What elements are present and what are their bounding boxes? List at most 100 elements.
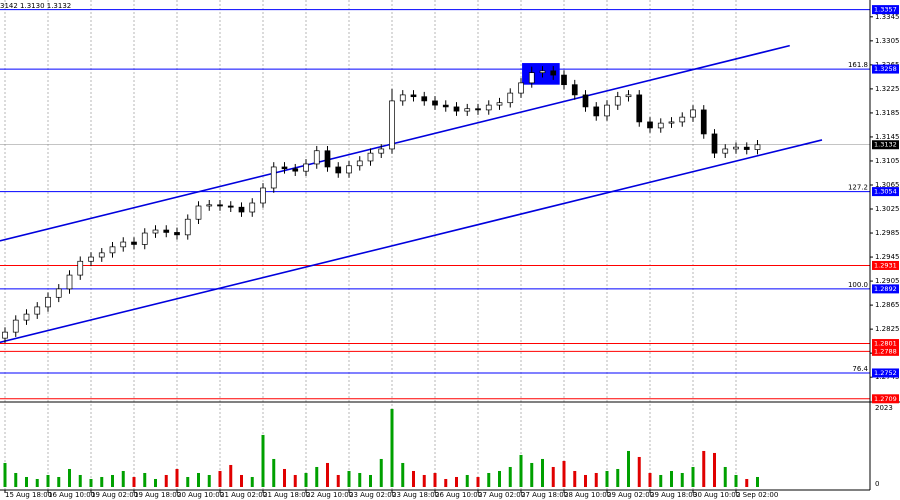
volume-bar [143,472,147,487]
volume-bar [336,474,340,487]
x-tick-label: 16 Aug 10:00 [48,491,95,499]
x-tick-label: 23 Aug 18:00 [392,491,439,499]
volume-bar [261,434,265,487]
candle-body [733,146,739,150]
x-tick-label: 23 Aug 02:00 [349,491,396,499]
volume-bar [573,470,577,487]
volume-bar [250,476,254,487]
candle-body [356,160,363,167]
candle-body [496,102,503,106]
candle-body [335,166,342,174]
volume-bar [627,450,630,487]
candle-body [399,94,406,102]
volume-bar [541,458,544,487]
candle-body [647,121,653,129]
volume-bar [594,472,598,487]
candle-body [593,106,600,117]
volume-bar [358,472,362,487]
level-value: 1.2752 [874,369,897,377]
candle-body [346,165,352,174]
volume-bar [379,458,383,487]
candle-body [743,146,750,150]
volume-bar [283,468,286,487]
candle-body [184,218,191,236]
candle-body [249,202,256,213]
volume-bar [498,470,501,487]
volume-bar [756,476,759,487]
candle-body [700,109,707,135]
volume-bar [422,474,426,487]
candle-body [657,122,664,129]
volume-bar [530,462,534,487]
level-value: 1.2788 [874,347,897,355]
candle-body [571,84,578,96]
fib-label: 161.8 [848,61,868,69]
level-box [872,346,899,356]
header-ohlc: 3142 1.3130 1.3132 [0,2,71,10]
level-value: 1.2892 [874,285,897,293]
volume-bar [229,464,233,487]
candle-body [582,94,589,108]
volume-bar [412,470,415,487]
volume-bar [315,466,319,487]
x-tick-label: 19 Aug 02:00 [91,491,138,499]
candle-body [410,94,417,98]
candle-body [625,94,632,98]
candle-body [2,331,8,339]
candle-body [475,108,481,111]
volume-bar [132,476,136,487]
volume-bar [734,474,738,487]
volume-bar [390,408,394,487]
level-value: 1.3054 [874,188,897,196]
volume-bar [702,450,706,487]
candles [2,66,761,343]
x-tick-label: 20 Aug 10:00 [177,491,224,499]
candle-body [367,152,374,162]
y-tick-label: 1.3065 [875,181,900,189]
volume-bar [89,478,93,487]
level-value: 1.3258 [874,65,897,73]
candle-body [260,187,266,204]
volume-bar [25,476,28,487]
volume-bar [455,476,458,487]
x-tick-label: 28 Aug 10:00 [564,491,611,499]
volume-bar [605,470,609,487]
volume-bar [519,454,523,487]
volume-bar [46,474,50,487]
candle-body [217,204,223,207]
x-tick-label: 15 Aug 18:00 [5,491,52,499]
volume-bar [35,478,39,487]
level-box [872,339,899,349]
candle-body [539,70,546,74]
volume-bar [670,470,673,487]
volume-bar [175,468,179,487]
levels: 161.8 127.2 100.0 76.4 [0,9,870,400]
fib-label: 100.0 [848,281,868,289]
level-box [872,260,899,270]
volume-bar [401,462,405,487]
volume-bar [293,474,297,487]
candle-body [174,232,180,236]
candle-body [722,148,729,154]
candle-body [66,274,73,290]
y-tick-label: 1.3305 [875,37,900,45]
volume-bar [347,470,351,487]
candle-body [378,148,385,154]
level-box [872,187,899,197]
volume-bar [164,474,168,487]
candle-body [464,108,471,112]
candle-body [324,150,331,168]
volume-bar [326,462,329,487]
candle-body [507,92,514,104]
volume-bar [272,458,276,487]
volume-bar [186,476,190,487]
volume-bar [444,478,448,487]
volume-bar [648,472,652,487]
candle-body [303,163,309,172]
channel-line [0,139,823,344]
volume-bar [562,460,566,487]
volume-bar [207,474,211,487]
y-tick-label: 1.2985 [875,229,900,237]
